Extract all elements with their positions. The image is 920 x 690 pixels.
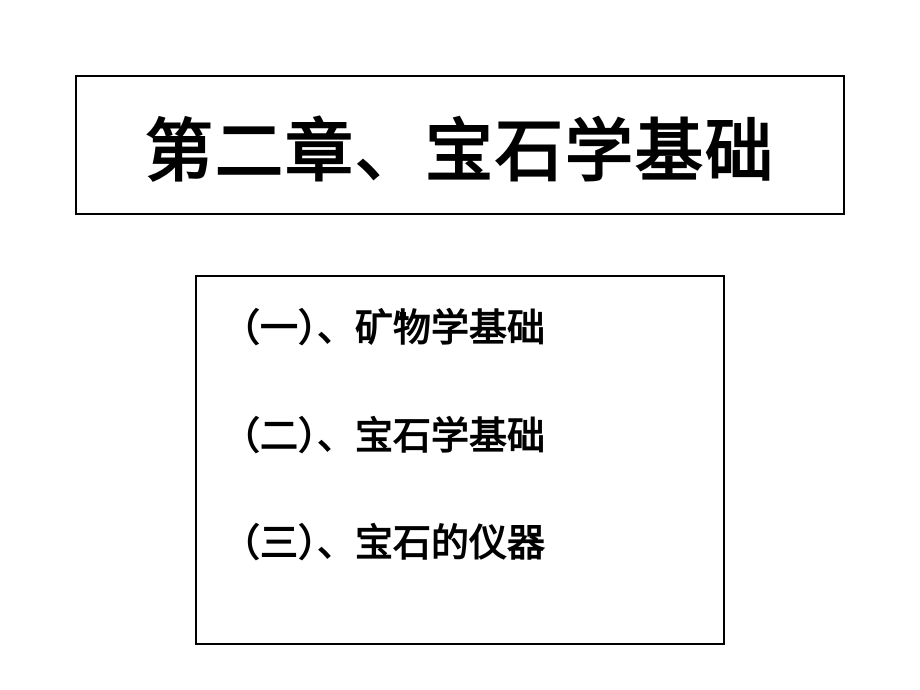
title-container: 第二章、宝石学基础	[75, 75, 845, 215]
list-item: （二）、宝石学基础	[222, 415, 698, 461]
chapter-title: 第二章、宝石学基础	[145, 96, 775, 195]
content-container: （一）、矿物学基础 （二）、宝石学基础 （三）、宝石的仪器	[195, 275, 725, 645]
list-item: （一）、矿物学基础	[222, 307, 698, 353]
list-item: （三）、宝石的仪器	[222, 522, 698, 568]
